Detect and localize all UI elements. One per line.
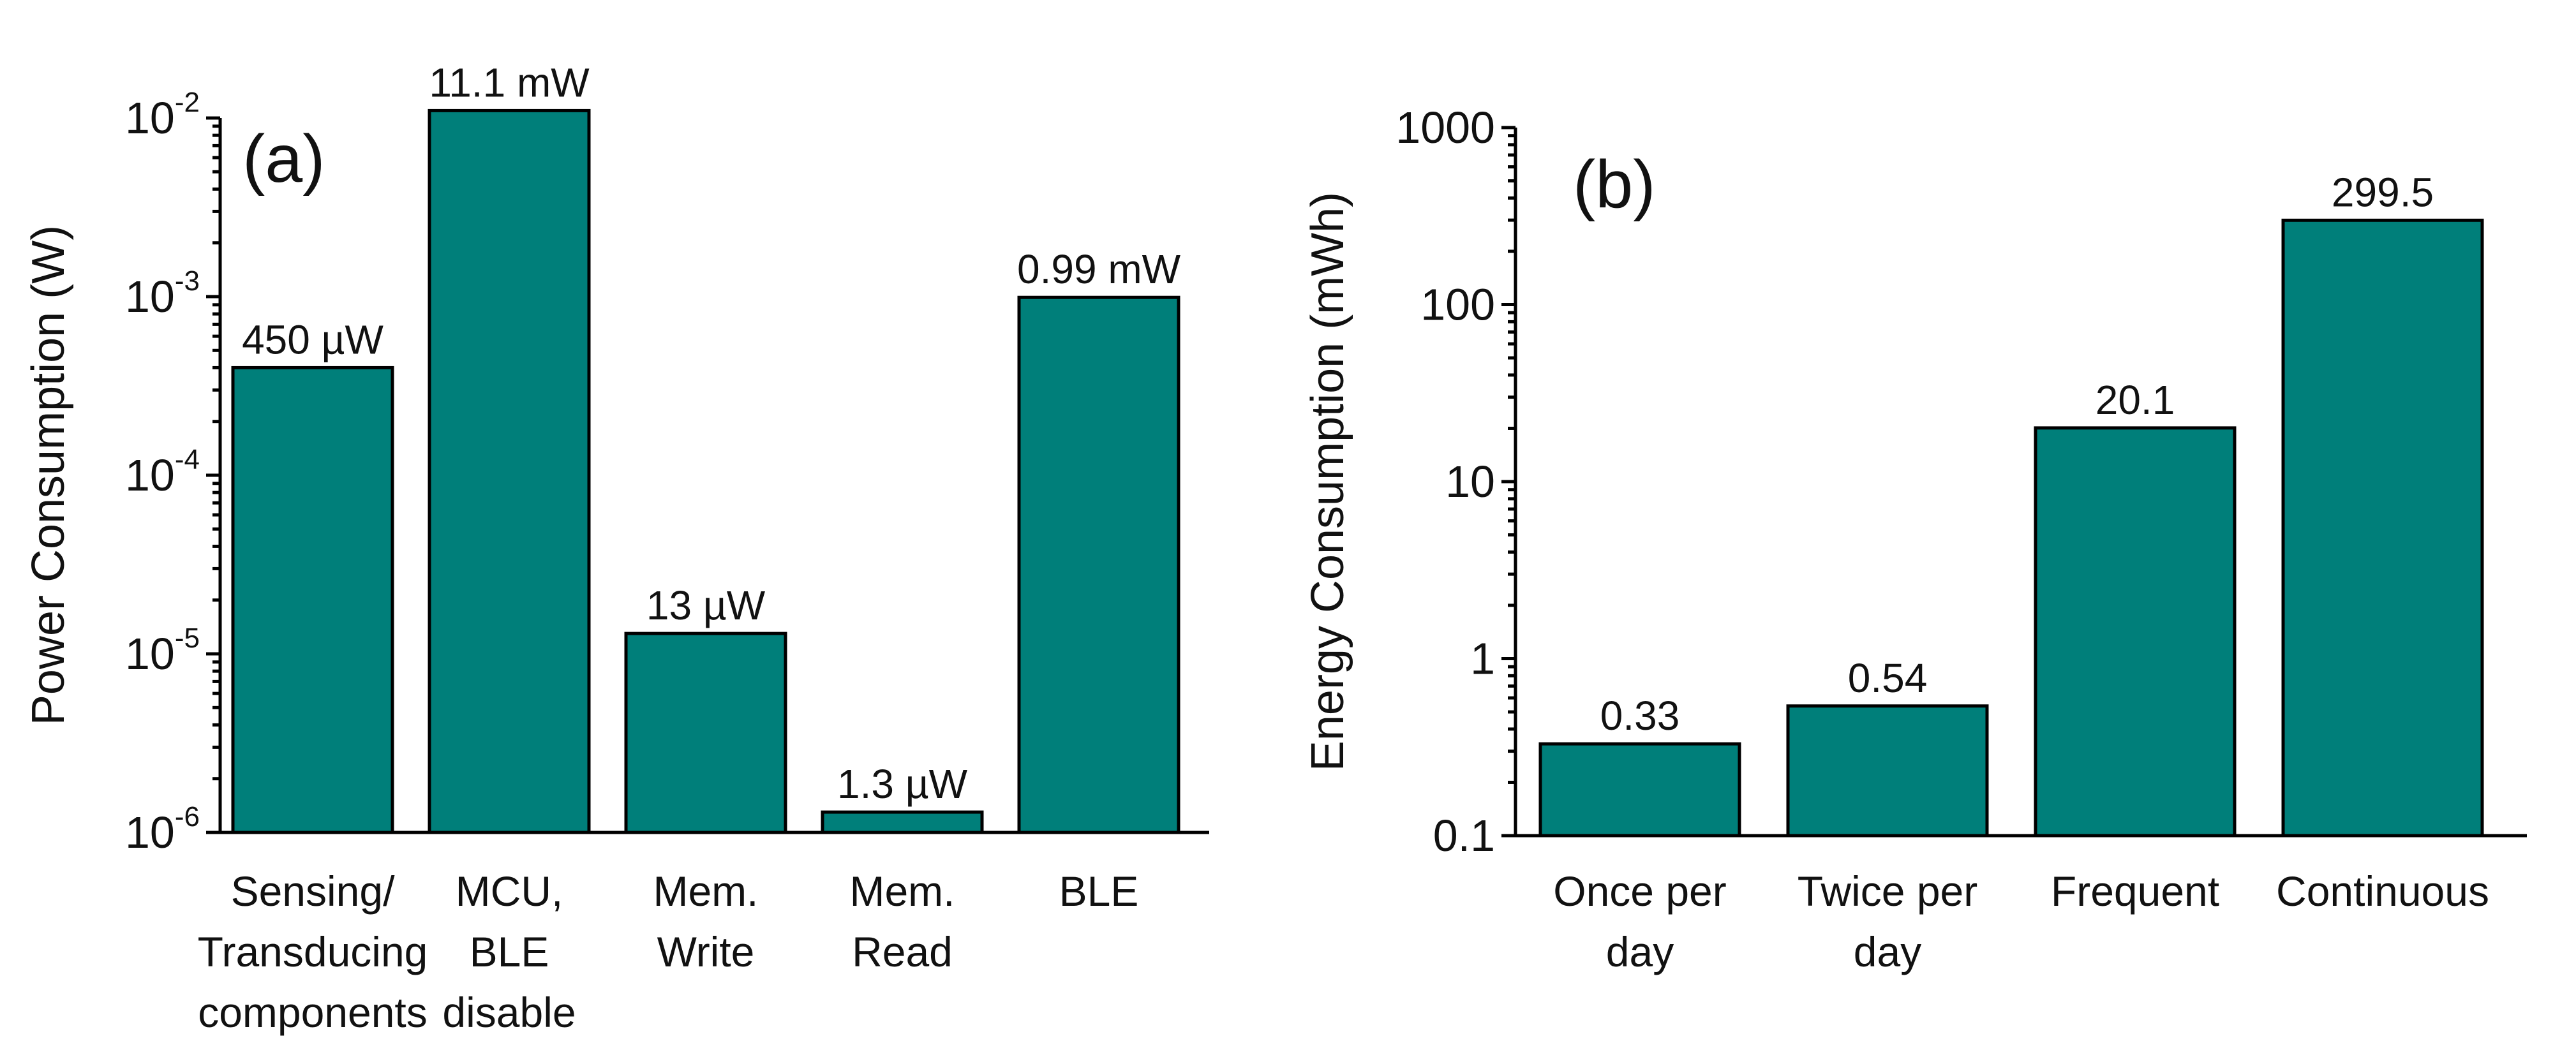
category-label-a-2-line-1: MCU, — [456, 868, 563, 915]
y-tick-label-b-5: 1000 — [1396, 103, 1495, 152]
data-label-b-1: 0.33 — [1600, 693, 1680, 739]
y-tick-label-b-2: 1 — [1470, 634, 1495, 684]
category-label-a-1-line-1: Sensing/ — [231, 868, 396, 915]
bar-b-2 — [1786, 704, 1989, 838]
data-label-a-1: 450 µW — [242, 316, 383, 362]
chart-panel-b: 0.33 Once per day 0.54 Twice per day 20.1 Frequ… — [1302, 103, 2527, 975]
y-tick-label-a-4: 10-3 — [125, 265, 200, 321]
data-label-b-2: 0.54 — [1848, 655, 1928, 701]
category-label-b-1-line-1: Once per — [1553, 868, 1726, 915]
y-axis-title-a: Power Consumption (W) — [23, 225, 74, 725]
data-label-b-4: 299.5 — [2332, 169, 2434, 215]
category-label-a-3-line-2: Write — [657, 928, 755, 975]
data-label-a-2: 11.1 mW — [429, 59, 590, 105]
category-label-a-5-line-1: BLE — [1059, 868, 1139, 915]
panel-label-a: (a) — [242, 121, 325, 196]
category-label-a-1-line-2: Transducing — [198, 928, 428, 975]
category-label-a-1-line-3: components — [198, 989, 428, 1036]
category-label-b-2-line-1: Twice per — [1798, 868, 1977, 915]
y-axis-title-b: Energy Consumption (mWh) — [1302, 192, 1353, 771]
category-label-a-4-line-2: Read — [852, 928, 953, 975]
y-tick-label-b-1: 0.1 — [1433, 811, 1495, 861]
bar-a-3 — [624, 632, 787, 834]
category-label-b-2-line-2: day — [1854, 928, 1921, 975]
bar-b-4 — [2281, 218, 2484, 838]
category-label-a-2-line-2: BLE — [470, 928, 549, 975]
category-label-a-2-line-3: disable — [442, 989, 576, 1036]
data-label-a-3: 13 µW — [646, 582, 766, 628]
data-label-a-4: 1.3 µW — [837, 761, 968, 807]
category-label-b-1-line-2: day — [1606, 928, 1674, 975]
bar-a-2 — [428, 108, 591, 834]
panel-label-b: (b) — [1573, 147, 1656, 222]
category-label-b-4-line-1: Continuous — [2276, 868, 2489, 915]
y-tick-label-b-4: 100 — [1420, 280, 1495, 330]
y-tick-label-a-1: 10-6 — [125, 801, 200, 857]
category-label-b-3-line-1: Frequent — [2051, 868, 2219, 915]
y-tick-label-a-5: 10-2 — [125, 87, 200, 143]
bar-a-4 — [821, 810, 984, 834]
bar-a-1 — [231, 366, 394, 834]
bar-a-5 — [1017, 295, 1180, 834]
y-tick-label-b-3: 10 — [1445, 457, 1495, 506]
category-label-a-3-line-1: Mem. — [653, 868, 759, 915]
bar-b-1 — [1538, 742, 1741, 838]
data-label-a-5: 0.99 mW — [1017, 246, 1181, 292]
chart-panel-a: 450 µW Sensing/Transducing components 11.1 … — [23, 59, 1209, 1036]
y-tick-label-a-3: 10-4 — [125, 444, 200, 500]
data-label-b-3: 20.1 — [2096, 377, 2175, 423]
bar-b-3 — [2034, 426, 2237, 838]
category-label-a-4-line-1: Mem. — [850, 868, 955, 915]
y-tick-label-a-2: 10-5 — [125, 623, 200, 679]
